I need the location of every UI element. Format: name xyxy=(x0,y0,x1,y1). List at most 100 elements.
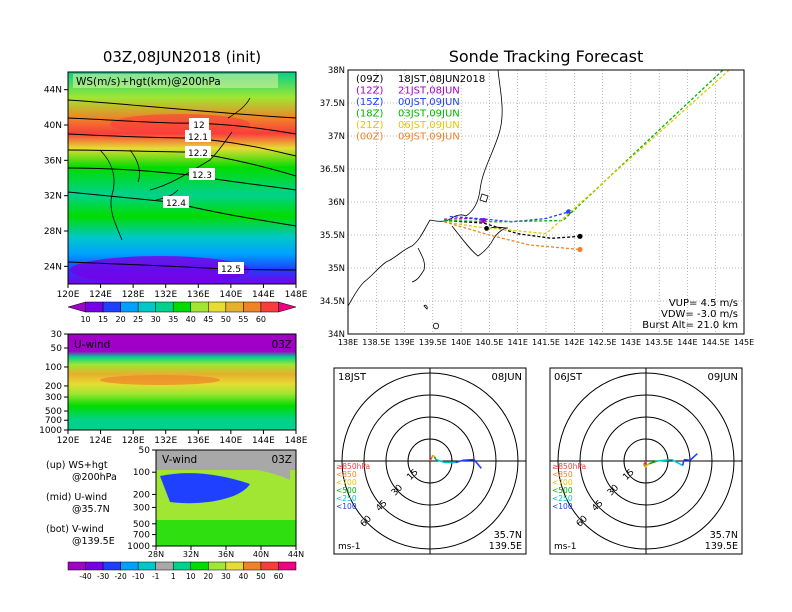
hodograph-segment xyxy=(462,458,475,462)
level-label: <250 xyxy=(336,494,357,503)
level-label: <850 xyxy=(552,470,573,479)
colorbar-swatch xyxy=(225,561,244,571)
trajectories xyxy=(444,70,731,253)
note-up: (up) WS+hgt xyxy=(46,460,108,471)
colorbar-swatch xyxy=(137,301,156,313)
contour-label: 12.3 xyxy=(192,171,212,181)
lon-tick-label: 136E xyxy=(187,290,210,300)
lat-tick-label: 34N xyxy=(328,330,345,340)
colorbar-label: 55 xyxy=(238,315,248,324)
hodograph-lat: 35.7N xyxy=(494,530,522,541)
colorbar-swatch xyxy=(190,301,209,313)
colorbar-swatch xyxy=(137,561,156,571)
lat-ticks: 44N 40N 36N 32N 28N 24N xyxy=(44,86,68,272)
colorbar-label: 20 xyxy=(204,572,214,581)
colorbar-label: 50 xyxy=(256,572,266,581)
lon-tick-label: 144E xyxy=(677,338,697,347)
legend-code: (09Z) xyxy=(356,74,383,85)
pressure-tick-label: 1000 xyxy=(127,542,150,552)
pressure-tick-label: 30 xyxy=(51,330,63,340)
colorbar-swatch xyxy=(155,561,174,571)
lat-tick-label: 36.5N xyxy=(320,165,345,175)
lon-tick-label: 128E xyxy=(122,436,145,446)
pressure-tick-label: 300 xyxy=(45,393,62,403)
colorbar-label: 10 xyxy=(186,572,196,581)
pressure-tick-label: 500 xyxy=(133,520,150,530)
note-mid-level: @35.7N xyxy=(72,504,110,515)
contour-label: 12.5 xyxy=(221,265,241,275)
hodograph-segment xyxy=(684,458,691,462)
lat-tick-label: 36N xyxy=(44,156,62,166)
colorbar-swatch xyxy=(278,561,297,571)
trajectory-line xyxy=(444,219,580,239)
legend-label: 00JST,09JUN xyxy=(398,97,460,108)
lat-tick-label: 28N xyxy=(148,550,164,559)
lat-tick-label: 32N xyxy=(44,192,62,202)
colorbar-swatch xyxy=(102,561,121,571)
level-label: <700 xyxy=(336,478,357,487)
colorbar-swatch xyxy=(85,561,104,571)
lat-tick-label: 38N xyxy=(328,66,345,76)
colorbar-swatch xyxy=(208,301,227,313)
hodograph-segment xyxy=(432,454,435,458)
lon-tick-label: 144E xyxy=(252,436,275,446)
level-label: ≥850hPa xyxy=(552,462,586,471)
pressure-tick-label: 200 xyxy=(133,490,150,500)
colorbar-swatch xyxy=(260,561,279,571)
lon-tick-label: 140.5E xyxy=(475,338,503,347)
colorbar-swatch xyxy=(243,561,262,571)
ws-colorbar: 10 15 20 25 30 35 40 45 50 55 60 xyxy=(67,301,297,324)
colorbar-swatch xyxy=(278,301,297,313)
lon-tick-label: 136E xyxy=(187,436,210,446)
ws-map: WS(m/s)+hgt(km)@200hPa 12 12.1 12.2 12.3… xyxy=(44,71,308,300)
colorbar-label: 30 xyxy=(151,315,161,324)
sonde-map: 38N 37.5N 37N 36.5N 36N 35.5N 35N 34.5N 34N 138E… xyxy=(320,66,754,347)
lon-tick-label: 142.5E xyxy=(589,338,617,347)
level-label: <500 xyxy=(552,486,573,495)
hodograph-segment xyxy=(648,460,658,465)
pressure-tick-label: 300 xyxy=(133,503,150,513)
pressure-tick-label: 100 xyxy=(45,363,62,373)
pressure-tick-label: 50 xyxy=(139,446,151,456)
lon-tick-label: 139E xyxy=(394,338,414,347)
lon-tick-label: 138E xyxy=(338,338,358,347)
pressure-tick-label: 700 xyxy=(133,531,150,541)
colorbar-label: 40 xyxy=(186,315,196,324)
note-bot: (bot) V-wind xyxy=(46,524,104,535)
contour-label: 12.4 xyxy=(166,199,186,209)
colorbar-label: 40 xyxy=(239,572,249,581)
lon-tick-label: 145E xyxy=(734,338,754,347)
hodograph-lat: 35.7N xyxy=(710,530,738,541)
legend-label: 03JST,09JUN xyxy=(398,109,460,120)
legend-code: (18Z) xyxy=(356,109,383,120)
hodograph-lon: 139.5E xyxy=(489,541,522,552)
lat-tick-label: 37N xyxy=(328,132,345,142)
lon-tick-label: 144.5E xyxy=(702,338,730,347)
lon-tick-label: 120E xyxy=(57,290,80,300)
lat-tick-label: 24N xyxy=(44,262,62,272)
level-label: <700 xyxy=(552,478,573,487)
lon-tick-label: 139.5E xyxy=(419,338,447,347)
u-wind-label: U-wind xyxy=(74,339,110,351)
lat-tick-label: 36N xyxy=(328,198,345,208)
hodograph-unit: ms-1 xyxy=(338,542,360,552)
hodograph-segment xyxy=(656,458,672,462)
ws-field xyxy=(68,72,296,284)
low-speed-region xyxy=(70,256,250,284)
lon-tick-label: 142E xyxy=(564,338,584,347)
hodograph-segment xyxy=(429,457,433,462)
left-title: 03Z,08JUN2018 (init) xyxy=(103,48,261,66)
hodograph-segment xyxy=(455,459,464,464)
colorbar-label: 35 xyxy=(168,315,178,324)
hodograph-lon: 139.5E xyxy=(705,541,738,552)
legend-label: 09JST,09JUN xyxy=(398,132,460,143)
hodograph-segment xyxy=(644,463,650,468)
colorbar-label: 25 xyxy=(133,315,143,324)
pressure-tick-label: 50 xyxy=(51,344,63,354)
colorbar-swatch xyxy=(67,561,86,571)
vdw-param: VDW= -3.0 m/s xyxy=(661,309,738,320)
lon-tick-label: 141E xyxy=(508,338,528,347)
lon-tick-label: 141.5E xyxy=(532,338,560,347)
